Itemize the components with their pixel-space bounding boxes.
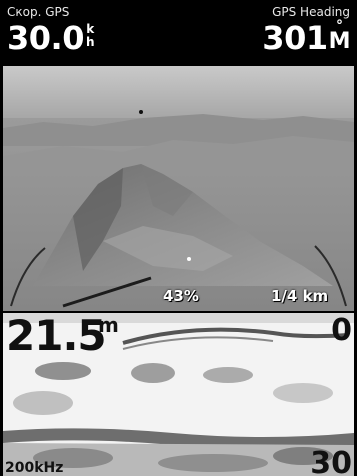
range-label: 1/4 km [271,287,329,305]
speed-unit-bottom: h [85,35,95,49]
gps-heading-number: 301 [262,19,328,57]
depth-value: 21.5 [6,313,107,360]
depth-unit: m [98,313,119,337]
depth-scale-bottom: 30 [310,446,352,476]
speed-unit-top: k [86,22,94,36]
depth-scale-top: 0 [331,313,352,348]
heading-unit-bottom: M [328,29,351,54]
gps-speed-value: 30.0 k h [7,19,95,57]
heading-unit: ° M [328,18,351,54]
sonar-returns-graphic [3,313,354,476]
sonar-panel[interactable]: 21.5 m 0 30 200kHz [3,313,354,476]
zoom-percent-label: 43% [163,287,199,305]
terrain-graphic [3,66,354,311]
gps-speed-label: Скор. GPS [7,5,70,19]
sonar-frequency: 200kHz [5,460,64,476]
gps-heading-value: 301 ° M [262,18,351,57]
gps-heading-field[interactable]: GPS Heading 301 ° M [262,4,350,64]
gps-speed-field[interactable]: Скор. GPS 30.0 k h [7,4,95,64]
perspective-3d-view[interactable]: 43% 1/4 km [3,66,354,311]
gps-speed-number: 30.0 [7,19,84,57]
heading-unit-top: ° [336,18,343,34]
data-bar: Скор. GPS 30.0 k h GPS Heading 301 ° M [3,4,354,64]
gps-heading-label: GPS Heading [272,5,350,19]
